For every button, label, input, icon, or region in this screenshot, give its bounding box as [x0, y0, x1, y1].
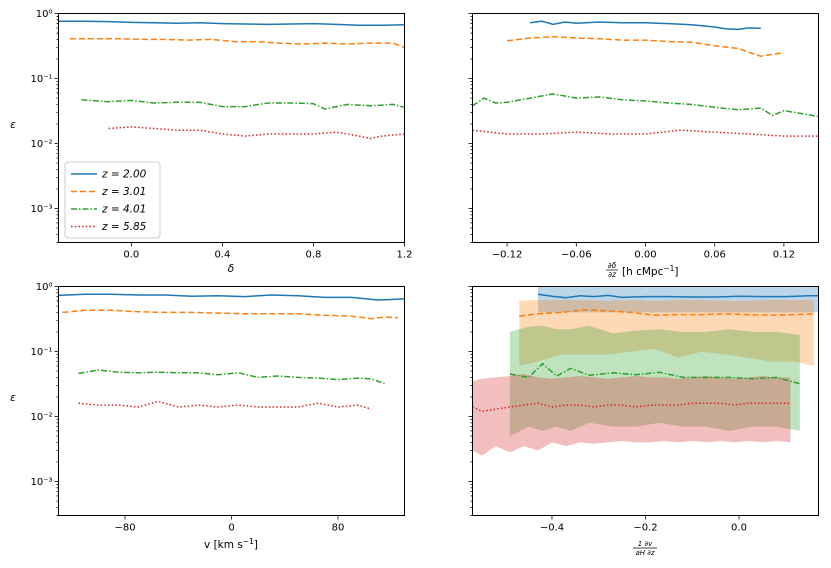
line-dvdz-series-1 — [519, 308, 814, 317]
band-dvdz-series-3 — [472, 374, 791, 456]
panel-delta-frame — [58, 13, 405, 243]
band-dvdz-series-1 — [519, 300, 814, 366]
legend-label-1: z = 3.01 — [101, 186, 146, 198]
panel-ddz-xlabel-num: ∂δ — [608, 261, 617, 270]
xtick-label-dvdz: 0.0 — [731, 523, 747, 534]
panel-ddz-lines — [472, 20, 819, 137]
ytick-label-velocity: 10⁻¹ — [30, 347, 52, 358]
ytick-label-velocity: 10⁻² — [30, 412, 52, 423]
ytick-label-delta: 10⁻² — [30, 139, 52, 150]
xtick-label-dvdz: −0.4 — [540, 523, 564, 534]
ytick-label-velocity: 10⁻³ — [30, 477, 52, 488]
panel-ddz-frame — [472, 13, 819, 243]
line-dvdz-series-3 — [472, 402, 791, 413]
line-ddz-series-2 — [472, 93, 819, 118]
line-velocity-series-0 — [58, 293, 405, 301]
panel-dvdz-bands — [472, 286, 819, 456]
line-dvdz-series-2 — [509, 362, 800, 385]
ytick-label-delta: 10⁰ — [36, 9, 53, 20]
panel-ddz-xlabel-unit: [h cMpc−1] — [622, 264, 679, 278]
legend-label-3: z = 5.85 — [101, 221, 147, 233]
panel-ddz-xticks: −0.12 −0.06 0.00 0.06 0.12 — [492, 242, 795, 261]
xtick-label-velocity: −80 — [114, 523, 135, 534]
panel-delta-ylabel: ε — [10, 119, 16, 131]
panel-velocity: 10⁻³ 10⁻² 10⁻¹ 10⁰ −80 0 80 v [km s−1] ε — [10, 282, 405, 551]
line-velocity-series-3 — [78, 400, 372, 410]
line-ddz-series-1 — [507, 35, 785, 57]
panel-delta: 10⁻³ 10⁻² 10⁻¹ 10⁰ 0.0 0.4 0.8 1.2 δ ε z = 2.0… — [10, 9, 412, 275]
panel-dvdz: −0.4 −0.2 0.0 1 ∂v aH ∂z — [468, 286, 819, 557]
line-velocity-series-2 — [78, 369, 385, 385]
line-ddz-series-3 — [472, 129, 819, 137]
panel-delta-lines — [58, 20, 405, 140]
xtick-label-ddz: 0.00 — [634, 250, 656, 261]
line-delta-series-0 — [58, 20, 405, 26]
legend: z = 2.00 z = 3.01 z = 4.01 z = 5.85 — [64, 161, 161, 239]
legend-label-0: z = 2.00 — [101, 169, 147, 181]
panel-dvdz-xlabel-num: 1 ∂v — [638, 540, 653, 548]
panel-dvdz-xlabel-den: aH ∂z — [635, 549, 654, 557]
ytick-label-delta: 10⁻¹ — [30, 74, 52, 85]
xtick-label-ddz: −0.06 — [561, 250, 592, 261]
xtick-label-delta: 0.8 — [305, 250, 321, 261]
panel-ddz-xlabel-den: ∂z — [608, 270, 617, 279]
xtick-label-ddz: 0.06 — [704, 250, 726, 261]
panel-delta-xticks: 0.0 0.4 0.8 1.2 — [123, 242, 413, 261]
xtick-label-velocity: 80 — [332, 523, 345, 534]
xtick-label-delta: 0.4 — [214, 250, 230, 261]
xtick-label-delta: 1.2 — [397, 250, 413, 261]
panel-velocity-xticks: −80 0 80 — [114, 515, 345, 534]
panel-ddz: −0.12 −0.06 0.00 0.06 0.12 ∂δ ∂z [h cMpc−1] — [468, 13, 819, 279]
panel-velocity-yticks: 10⁻³ 10⁻² 10⁻¹ 10⁰ — [30, 282, 59, 516]
panel-velocity-frame — [58, 286, 405, 516]
panel-ddz-xlabel: ∂δ ∂z [h cMpc−1] — [606, 261, 679, 279]
panel-velocity-lines — [58, 293, 405, 410]
xtick-label-dvdz: −0.2 — [633, 523, 657, 534]
line-delta-series-1 — [69, 37, 405, 49]
xtick-label-ddz: −0.12 — [492, 250, 523, 261]
line-ddz-series-0 — [530, 20, 761, 31]
band-dvdz-series-2 — [509, 325, 800, 437]
ytick-label-delta: 10⁻³ — [30, 204, 52, 215]
panel-ddz-yticks — [468, 13, 473, 243]
panel-delta-yticks: 10⁻³ 10⁻² 10⁻¹ 10⁰ — [30, 9, 59, 243]
line-dvdz-series-0 — [537, 293, 819, 299]
band-dvdz-series-0 — [538, 286, 819, 313]
panel-dvdz-xticks: −0.4 −0.2 0.0 — [540, 515, 747, 534]
panel-dvdz-yticks — [468, 286, 473, 516]
legend-label-2: z = 4.01 — [101, 204, 146, 216]
xtick-label-delta: 0.0 — [123, 250, 139, 261]
xtick-label-ddz: 0.12 — [773, 250, 795, 261]
panel-dvdz-lines — [472, 293, 819, 413]
ytick-label-velocity: 10⁰ — [36, 282, 53, 293]
line-delta-series-3 — [108, 126, 405, 140]
xtick-label-velocity: 0 — [228, 523, 234, 534]
panel-velocity-ylabel: ε — [10, 392, 16, 404]
line-delta-series-2 — [81, 99, 405, 110]
panel-dvdz-xlabel: 1 ∂v aH ∂z — [633, 540, 657, 557]
panel-delta-xlabel: δ — [228, 263, 234, 275]
legend-box — [64, 161, 161, 239]
panel-velocity-xlabel: v [km s−1] — [204, 537, 258, 551]
line-velocity-series-1 — [62, 309, 398, 320]
legend-items: z = 2.00 z = 3.01 z = 4.01 z = 5.85 — [71, 169, 147, 233]
